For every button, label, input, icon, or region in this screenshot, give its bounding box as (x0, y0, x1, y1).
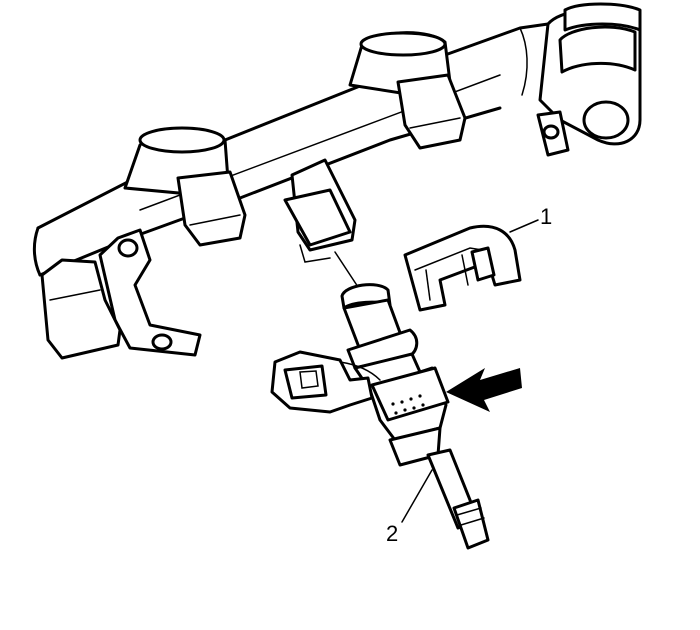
callout-1-label: 1 (540, 204, 552, 229)
callout-2-label: 2 (386, 521, 398, 546)
rail-injector-cup-1 (123, 126, 247, 247)
alignment-line (334, 251, 361, 291)
rail-end-fitting (519, 2, 642, 157)
rail-open-cup (283, 158, 357, 263)
callout-2-leader (401, 469, 433, 523)
pointer-arrow-icon (446, 368, 522, 412)
rail-injector-cup-2 (348, 31, 467, 150)
rail-mounting-bracket (40, 228, 202, 360)
fuel-injector (270, 283, 490, 550)
callout-1-leader (509, 219, 539, 233)
retainer-clip (403, 224, 522, 312)
